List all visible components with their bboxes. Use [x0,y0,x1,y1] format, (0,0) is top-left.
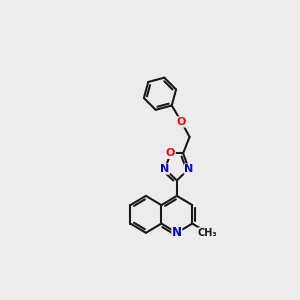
Text: CH₃: CH₃ [198,228,218,238]
Text: N: N [160,164,170,174]
Text: N: N [172,226,182,239]
Text: O: O [177,117,186,127]
Text: O: O [166,148,175,158]
Text: N: N [184,164,194,174]
